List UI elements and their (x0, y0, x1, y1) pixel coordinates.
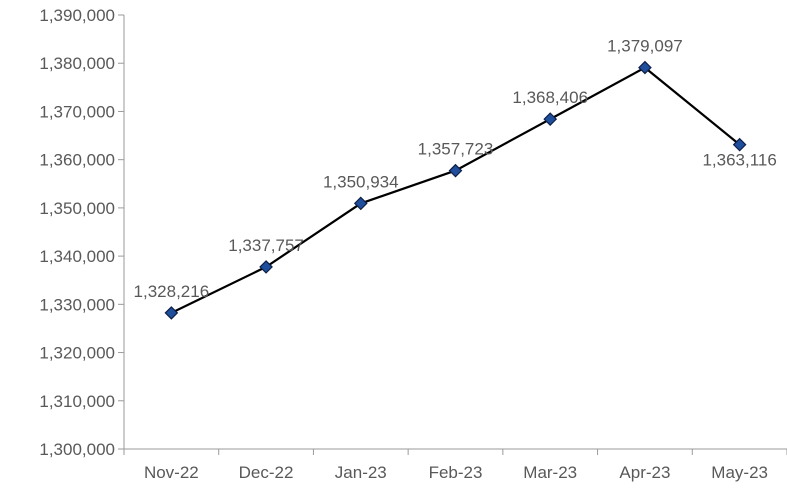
data-point-marker (732, 137, 747, 152)
data-label: 1,379,097 (607, 37, 683, 56)
x-tick-label: Jan-23 (335, 463, 387, 482)
data-point-marker (638, 60, 652, 75)
y-tick-label: 1,370,000 (39, 102, 115, 121)
y-tick-label: 1,390,000 (39, 6, 115, 25)
y-tick-label: 1,300,000 (39, 440, 115, 459)
data-point-marker (543, 112, 558, 126)
y-tick-label: 1,310,000 (39, 392, 115, 411)
x-tick-label: Mar-23 (523, 463, 577, 482)
y-tick-label: 1,360,000 (39, 151, 115, 170)
data-point-marker (259, 260, 273, 274)
y-tick-label: 1,380,000 (39, 54, 115, 73)
data-point-marker (353, 196, 368, 211)
data-labels: 1,328,216 1,337,757 1,350,934 1,357,723 1,36… (134, 37, 777, 301)
x-tick-label: Nov-22 (144, 463, 199, 482)
y-tick-label: 1,330,000 (39, 295, 115, 314)
series-markers (164, 60, 747, 320)
chart-axes (123, 15, 787, 450)
data-label: 1,350,934 (323, 172, 399, 191)
y-tick-label: 1,340,000 (39, 247, 115, 266)
data-point-marker (448, 163, 463, 178)
series-line (170, 66, 741, 314)
x-tick-label: May-23 (711, 463, 768, 482)
y-tick-label: 1,320,000 (39, 344, 115, 363)
data-label: 1,328,216 (134, 282, 210, 301)
x-tick-label: Feb-23 (429, 463, 483, 482)
series-polyline (170, 66, 741, 314)
y-tick-label: 1,350,000 (39, 199, 115, 218)
x-tick-label: Dec-22 (239, 463, 294, 482)
data-label: 1,368,406 (512, 88, 588, 107)
x-tick-label: Apr-23 (619, 463, 670, 482)
data-label: 1,357,723 (418, 140, 494, 159)
data-label: 1,363,116 (702, 151, 776, 170)
data-point-marker (164, 306, 179, 320)
y-axis-ticks: 1,300,000 1,310,000 1,320,000 1,330,000 1,34… (39, 6, 124, 459)
data-label: 1,337,757 (228, 236, 304, 255)
x-axis-ticks: Nov-22 Dec-22 Jan-23 Feb-23 Mar-23 Apr-23 May-… (123, 449, 787, 482)
